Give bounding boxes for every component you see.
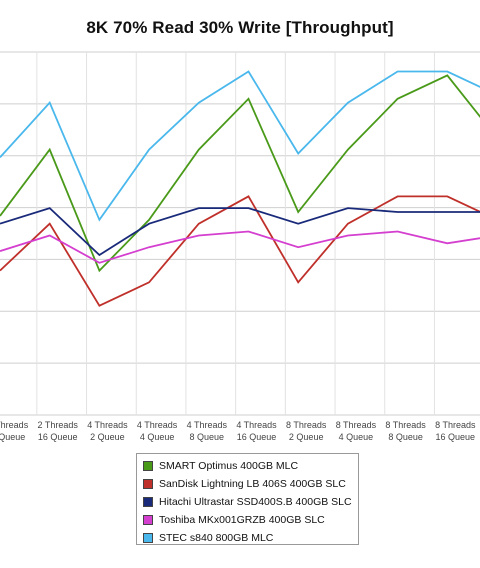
- x-tick-label: 16 Queue: [436, 432, 476, 442]
- series-line-4: [0, 70, 480, 222]
- x-tick-label: 4 Queue: [339, 432, 374, 442]
- legend-label: Hitachi Ultrastar SSD400S.B 400GB SLC: [159, 496, 352, 508]
- x-tick-label: 16 Queue: [237, 432, 277, 442]
- series-line-3: [0, 230, 480, 264]
- legend-label: STEC s840 800GB MLC: [159, 532, 274, 544]
- legend-item: SanDisk Lightning LB 406S 400GB SLC: [143, 475, 352, 493]
- legend-item: Hitachi Ultrastar SSD400S.B 400GB SLC: [143, 493, 352, 511]
- legend-swatch: [143, 515, 153, 525]
- x-tick-label: 4 Threads: [236, 420, 277, 430]
- legend-label: SanDisk Lightning LB 406S 400GB SLC: [159, 478, 346, 490]
- x-axis-tick-labels: 2 Threads 8 Queue 2 Threads 16 Queue 4 Threa…: [0, 420, 476, 442]
- legend-swatch: [143, 479, 153, 489]
- legend-item: STEC s840 800GB MLC: [143, 529, 352, 547]
- legend-swatch: [143, 497, 153, 507]
- legend-item: SMART Optimus 400GB MLC: [143, 457, 352, 475]
- x-tick-label: 8 Threads: [286, 420, 327, 430]
- x-tick-label: 8 Queue: [388, 432, 423, 442]
- x-tick-label: 4 Threads: [137, 420, 178, 430]
- x-tick-label: 2 Threads: [38, 420, 79, 430]
- legend-swatch: [143, 461, 153, 471]
- x-tick-label: 4 Queue: [140, 432, 175, 442]
- x-tick-label: 8 Threads: [385, 420, 426, 430]
- series-line-0: [0, 74, 480, 273]
- x-tick-label: 2 Queue: [90, 432, 125, 442]
- x-tick-label: 2 Queue: [289, 432, 324, 442]
- x-tick-label: 16 Queue: [38, 432, 78, 442]
- series-lines: [0, 70, 480, 307]
- legend-item: Toshiba MKx001GRZB 400GB SLC: [143, 511, 352, 529]
- x-tick-label: 8 Threads: [435, 420, 476, 430]
- chart-title: 8K 70% Read 30% Write [Throughput]: [86, 18, 394, 37]
- x-tick-label: 2 Threads: [0, 420, 29, 430]
- x-tick-label: 4 Threads: [187, 420, 228, 430]
- x-tick-label: 8 Queue: [0, 432, 25, 442]
- legend-label: SMART Optimus 400GB MLC: [159, 460, 299, 472]
- series-line-2: [0, 207, 480, 257]
- chart-plot: 2 Threads 8 Queue 2 Threads 16 Queue 4 Threa…: [0, 51, 480, 442]
- series-line-1: [0, 195, 480, 307]
- legend-swatch: [143, 533, 153, 543]
- legend: SMART Optimus 400GB MLC SanDisk Lightning…: [136, 453, 359, 545]
- x-tick-label: 8 Threads: [336, 420, 377, 430]
- x-tick-label: 4 Threads: [87, 420, 128, 430]
- x-tick-label: 8 Queue: [190, 432, 225, 442]
- legend-label: Toshiba MKx001GRZB 400GB SLC: [159, 514, 325, 526]
